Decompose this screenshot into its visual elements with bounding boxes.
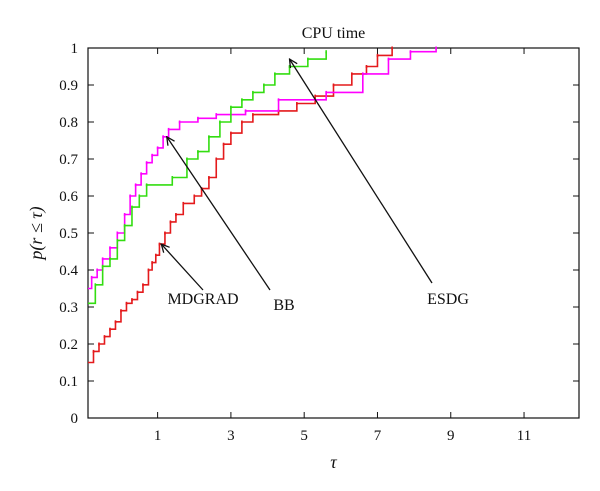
x-tick-label: 9: [447, 428, 455, 444]
plot-frame: [87, 47, 580, 419]
y-axis-label: p(r ≤ τ): [26, 206, 47, 261]
x-axis-label: τ: [330, 452, 337, 472]
x-tick-label: 7: [374, 428, 382, 444]
series-line-mdgrad: [88, 48, 393, 364]
x-tick-label: 11: [517, 428, 531, 444]
y-tick-label: 0.4: [59, 263, 78, 279]
series-line-esdg: [88, 51, 327, 305]
x-tick-label: 1: [154, 428, 162, 444]
y-tick-label: 0.2: [59, 337, 78, 353]
chart-title: CPU time: [302, 25, 366, 42]
y-tick-label: 0: [71, 411, 79, 427]
annotation-arrow-mdgrad: [161, 244, 204, 291]
series-line-bb: [88, 48, 437, 290]
y-tick-label: 0.8: [59, 115, 78, 131]
annotation-arrow-bb: [167, 137, 271, 291]
x-tick-label: 3: [227, 428, 235, 444]
annotation-arrow-esdg: [290, 59, 433, 284]
y-tick-label: 0.5: [59, 226, 78, 242]
annotation-label-mdgrad: MDGRAD: [167, 291, 238, 308]
annotation-label-bb: BB: [273, 297, 294, 314]
y-tick-label: 0.7: [59, 152, 78, 168]
y-tick-label: 0.6: [59, 189, 78, 205]
y-tick-label: 0.3: [59, 300, 78, 316]
annotation-label-esdg: ESDG: [427, 291, 469, 308]
y-tick-label: 0.9: [59, 78, 78, 94]
annotation-layer: MDGRAD BB ESDG: [161, 59, 469, 314]
y-tick-label: 0.1: [59, 374, 78, 390]
series-layer: [88, 46, 437, 364]
y-tick-label: 1: [71, 41, 79, 57]
x-tick-label: 5: [300, 428, 308, 444]
axis-ticks: 00.10.20.30.40.50.60.70.80.911 3 5 7 9 11: [59, 41, 579, 444]
